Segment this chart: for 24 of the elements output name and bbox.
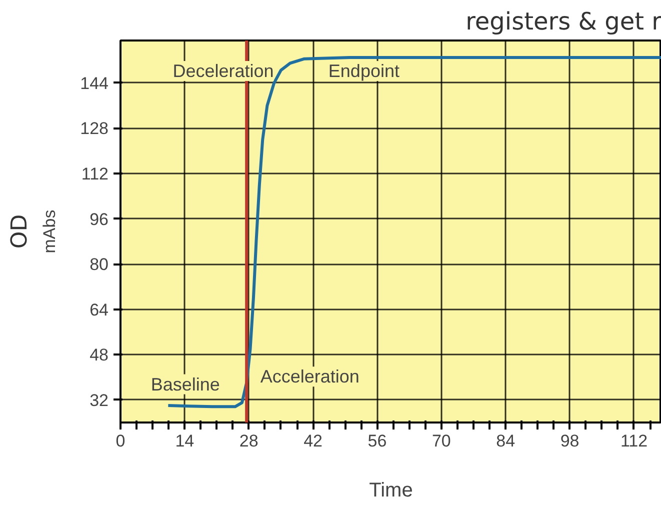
y-tick-label: 32 [90, 390, 109, 410]
y-tick-label: 96 [90, 210, 109, 229]
y-tick-label: 128 [80, 119, 109, 138]
x-axis-title: Time [369, 480, 413, 502]
y-tick-label: 64 [90, 300, 109, 320]
y-tick-label: 112 [81, 164, 109, 184]
y-tick-label: 144 [80, 74, 109, 93]
annotation: Endpoint [328, 61, 400, 82]
annotation: Baseline [150, 374, 220, 394]
x-tick-label: 42 [304, 432, 323, 450]
x-tick-label: 84 [496, 432, 516, 450]
y-tick-label: 80 [90, 255, 109, 274]
annotation: Acceleration [260, 366, 360, 387]
x-tick-label: 98 [560, 432, 580, 450]
x-tick-label: 28 [239, 432, 258, 450]
x-tick-label: 112 [620, 432, 648, 450]
x-tick-label: 56 [368, 432, 387, 450]
annotation: Deceleration [172, 61, 274, 82]
y-axis-title: mAbs [40, 210, 60, 254]
x-tick-label: 70 [432, 432, 451, 450]
x-tick-label: 0 [116, 432, 126, 450]
y-tick-label: 48 [90, 346, 109, 365]
text: OD [8, 214, 32, 249]
x-tick-label: 14 [175, 432, 194, 450]
